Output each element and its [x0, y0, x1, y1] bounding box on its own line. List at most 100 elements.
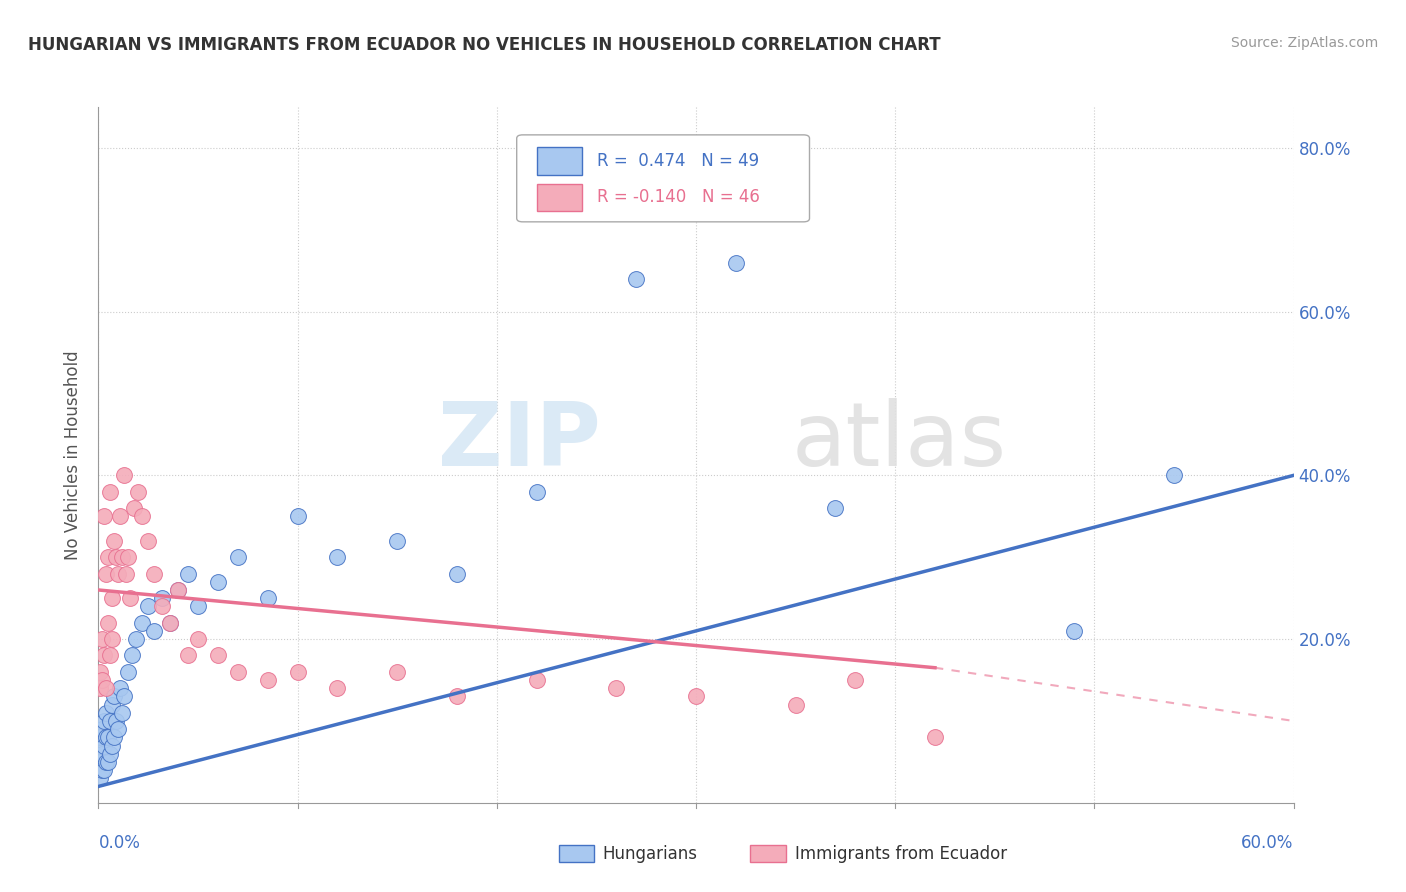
Point [98, 484, 122, 499]
Point [105, 714, 128, 728]
Point [101, 698, 124, 712]
Point [605, 681, 627, 696]
Text: 60.0%: 60.0% [1241, 834, 1294, 852]
Point [1163, 468, 1185, 483]
Point [91, 747, 114, 761]
Point [824, 501, 846, 516]
Bar [558, 845, 595, 862]
Point [93, 739, 115, 753]
Point [127, 484, 149, 499]
Point [89, 771, 111, 785]
Point [143, 624, 166, 638]
Point [103, 690, 125, 704]
Point [1063, 624, 1085, 638]
Point [103, 533, 125, 548]
Point [107, 566, 129, 581]
Point [626, 272, 648, 286]
Point [131, 615, 153, 630]
Point [256, 591, 278, 606]
Point [89, 731, 111, 745]
Point [326, 550, 349, 565]
Point [96, 566, 118, 581]
Point [110, 681, 132, 696]
Point [93, 763, 115, 777]
Text: R = -0.140   N = 46: R = -0.140 N = 46 [596, 188, 759, 206]
Bar [749, 845, 786, 862]
Point [287, 665, 309, 679]
Point [526, 673, 548, 687]
Point [120, 591, 142, 606]
Point [125, 632, 148, 646]
Point [98, 747, 122, 761]
Point [107, 722, 129, 736]
Point [226, 550, 249, 565]
Point [385, 665, 409, 679]
Text: R =  0.474   N = 49: R = 0.474 N = 49 [596, 152, 759, 169]
Point [93, 714, 115, 728]
Point [96, 706, 118, 720]
Point [117, 550, 139, 565]
Point [89, 665, 111, 679]
Point [121, 648, 143, 663]
Point [89, 755, 111, 769]
Point [97, 731, 120, 745]
Point [101, 591, 124, 606]
Point [124, 501, 146, 516]
Bar [537, 184, 582, 211]
Point [136, 599, 159, 614]
Point [150, 599, 173, 614]
Text: atlas: atlas [792, 398, 1007, 484]
Point [924, 731, 946, 745]
Point [111, 550, 134, 565]
Y-axis label: No Vehicles in Household: No Vehicles in Household [65, 350, 83, 560]
Point [93, 648, 115, 663]
Text: Source: ZipAtlas.com: Source: ZipAtlas.com [1230, 36, 1378, 50]
Point [97, 550, 120, 565]
Point [177, 648, 200, 663]
Point [105, 550, 128, 565]
Point [97, 755, 120, 769]
Point [117, 665, 139, 679]
Point [177, 566, 200, 581]
Point [526, 484, 548, 499]
Point [685, 690, 707, 704]
Text: Immigrants from Ecuador: Immigrants from Ecuador [796, 845, 1007, 863]
Point [115, 566, 138, 581]
Point [167, 582, 190, 597]
Point [110, 509, 132, 524]
Point [446, 566, 468, 581]
Point [101, 632, 124, 646]
Point [131, 509, 153, 524]
Point [136, 533, 159, 548]
Point [103, 731, 125, 745]
Point [150, 591, 173, 606]
Point [256, 673, 278, 687]
Point [159, 615, 181, 630]
Point [207, 574, 229, 589]
Text: ZIP: ZIP [437, 398, 600, 484]
Point [385, 533, 409, 548]
FancyBboxPatch shape [517, 135, 810, 222]
Point [187, 599, 209, 614]
Point [226, 665, 249, 679]
Point [101, 739, 124, 753]
Point [96, 681, 118, 696]
Point [326, 681, 349, 696]
Point [96, 755, 118, 769]
Point [111, 706, 134, 720]
Point [159, 615, 181, 630]
Text: 0.0%: 0.0% [98, 834, 141, 852]
Text: HUNGARIAN VS IMMIGRANTS FROM ECUADOR NO VEHICLES IN HOUSEHOLD CORRELATION CHART: HUNGARIAN VS IMMIGRANTS FROM ECUADOR NO … [28, 36, 941, 54]
Text: Hungarians: Hungarians [603, 845, 697, 863]
Point [143, 566, 166, 581]
Point [112, 690, 135, 704]
Point [91, 763, 114, 777]
Point [785, 698, 807, 712]
Point [93, 509, 115, 524]
Point [98, 648, 122, 663]
Point [98, 714, 122, 728]
Point [207, 648, 229, 663]
Point [187, 632, 209, 646]
Point [446, 690, 468, 704]
Point [112, 468, 135, 483]
